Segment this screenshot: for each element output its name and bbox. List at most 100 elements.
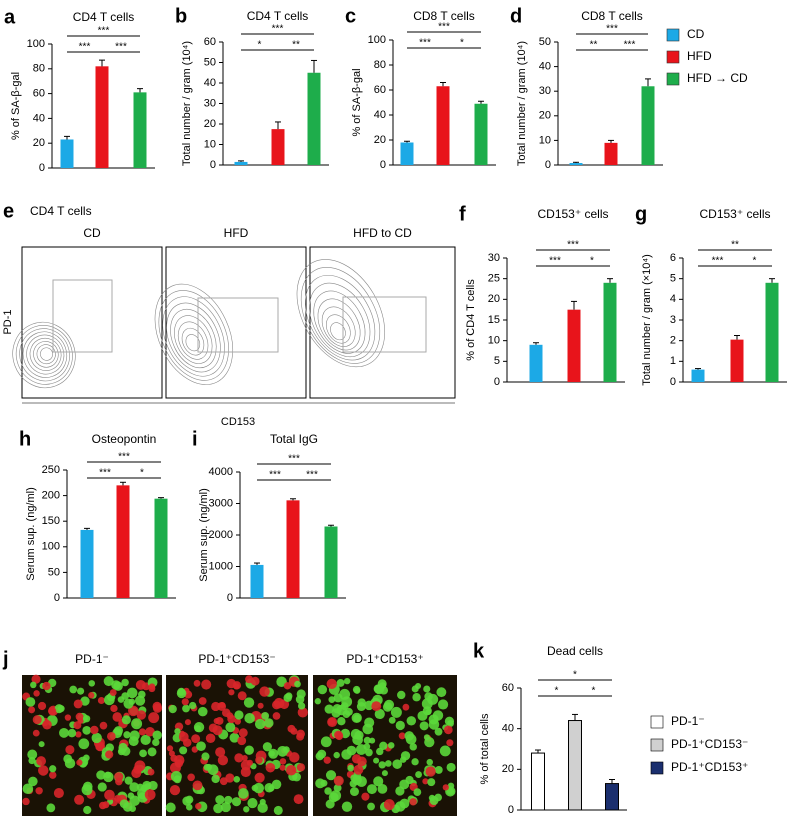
panel-letter: f: [459, 203, 466, 225]
cell: [272, 712, 281, 720]
cell: [398, 732, 406, 740]
y-axis-label: Serum sup. (ng/ml): [198, 488, 210, 582]
chart-title: CD153⁺ cells: [699, 207, 770, 221]
significance-label: *: [258, 40, 262, 51]
cell: [76, 759, 83, 766]
cell: [140, 734, 151, 746]
cell: [371, 701, 382, 712]
cell: [170, 771, 182, 783]
cell: [193, 722, 205, 733]
cell: [409, 743, 417, 751]
y-axis-label: Serum sup. (ng/ml): [25, 487, 37, 581]
axis-label: CD153: [221, 416, 255, 428]
cell: [121, 715, 131, 725]
cell: [129, 782, 140, 793]
y-tick-label: 25: [488, 273, 500, 285]
cell: [265, 762, 276, 773]
cell: [128, 705, 139, 717]
panel-letter: b: [175, 5, 187, 27]
significance-label: **: [292, 40, 300, 51]
cell: [397, 690, 406, 700]
contour: [317, 298, 361, 351]
cell: [166, 745, 174, 752]
bar: [234, 161, 248, 165]
panel-letter: c: [345, 5, 356, 27]
significance-label: ***: [567, 240, 579, 251]
cell: [81, 784, 93, 796]
cell: [234, 718, 242, 725]
bar: [531, 752, 545, 811]
cell: [198, 697, 207, 705]
cell: [201, 752, 210, 761]
cell: [341, 801, 353, 812]
cell: [144, 789, 156, 801]
cell: [257, 702, 264, 709]
contour: [309, 282, 371, 358]
y-tick-label: 3: [670, 314, 676, 326]
cell: [395, 801, 406, 812]
contour: [154, 283, 234, 385]
bar: [567, 309, 581, 382]
bar: [286, 500, 300, 598]
cell: [28, 706, 36, 714]
bar: [400, 142, 414, 165]
y-tick-label: 0: [380, 159, 386, 171]
chart-title: CD8 T cells: [581, 9, 643, 23]
chart-title: CD153⁺ cells: [537, 207, 608, 221]
cell: [22, 783, 34, 795]
cell: [376, 747, 384, 756]
legend-swatch: [666, 50, 680, 64]
cell: [333, 775, 344, 786]
cell: [136, 710, 147, 720]
cell: [152, 701, 162, 711]
cell: [423, 685, 431, 693]
cell: [233, 683, 240, 690]
cell: [74, 794, 85, 805]
y-tick-label: 2000: [209, 529, 233, 541]
cell: [426, 758, 433, 766]
y-tick-label: 80: [374, 59, 386, 71]
cell: [37, 701, 47, 711]
cell: [69, 685, 78, 694]
cell: [99, 721, 108, 730]
y-tick-label: 0: [670, 376, 676, 388]
cell: [264, 718, 274, 728]
y-tick-label: 50: [48, 566, 60, 578]
y-tick-label: 40: [204, 77, 216, 89]
bar: [603, 282, 617, 382]
y-axis-label: Total number / gram (10⁴): [181, 41, 193, 166]
cell: [279, 758, 287, 765]
cell: [439, 745, 451, 757]
cell: [268, 748, 279, 759]
significance-label: ***: [269, 470, 281, 481]
y-tick-label: 50: [204, 56, 216, 68]
y-tick-label: 20: [502, 763, 514, 775]
cell: [196, 741, 206, 752]
y-tick-label: 100: [368, 34, 386, 46]
y-axis-label: Total number / gram (10⁴): [516, 41, 528, 166]
cell: [136, 783, 144, 791]
cell: [208, 723, 218, 733]
cell: [148, 712, 160, 724]
plot-frame: [165, 246, 307, 399]
cell: [444, 716, 455, 726]
plot-frame: [21, 246, 163, 399]
y-tick-label: 30: [204, 97, 216, 109]
significance-label: ***: [118, 452, 130, 463]
y-axis-label: % of SA-β-gal: [10, 72, 22, 140]
y-tick-label: 40: [502, 723, 514, 735]
cell: [147, 747, 157, 757]
y-tick-label: 20: [204, 118, 216, 130]
bar: [60, 139, 74, 168]
y-axis-label: % of CD4 T cells: [465, 279, 477, 361]
legend-label: PD-1⁺CD153⁺: [671, 760, 748, 774]
cell: [233, 776, 241, 783]
cell: [115, 777, 123, 786]
cell: [425, 709, 432, 716]
cell: [362, 723, 374, 735]
cell: [381, 770, 388, 777]
cell: [110, 704, 118, 713]
cell: [388, 716, 396, 724]
cell: [22, 797, 30, 806]
cell: [349, 787, 359, 797]
